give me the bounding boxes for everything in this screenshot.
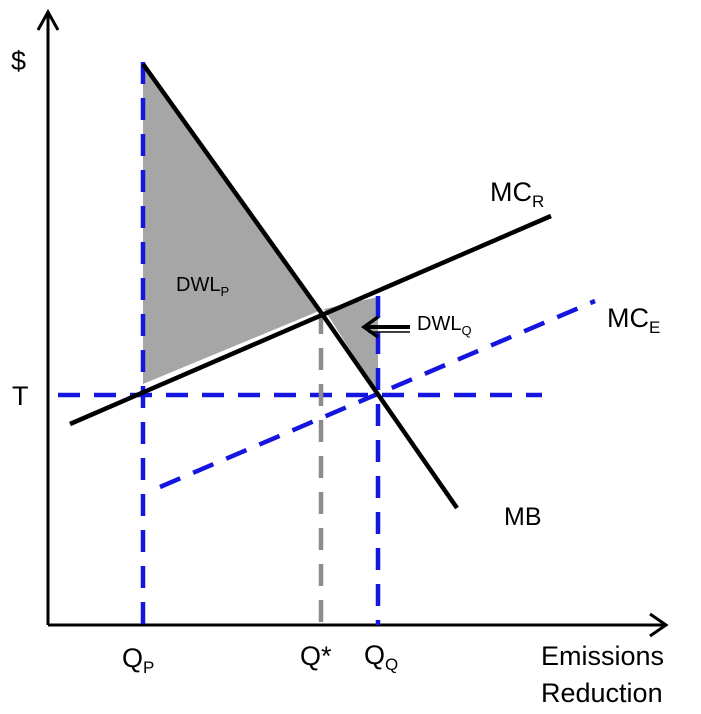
- mc-r-label: MCR: [490, 177, 544, 211]
- x-axis-label-line2: Reduction: [541, 678, 663, 708]
- dwl-q-area: [324, 297, 378, 394]
- y-axis-label: $: [11, 46, 26, 76]
- q-q-label: QQ: [364, 640, 398, 674]
- mb-label: MB: [504, 503, 542, 531]
- x-axis-label-line1: Emissions: [541, 641, 664, 671]
- y-axis-arrow: [36, 8, 60, 31]
- dwl-q-arrowhead: [360, 315, 380, 339]
- mc-e-label: MCE: [607, 303, 660, 337]
- mc-r-curve: [69, 213, 552, 427]
- q-p-label: QP: [122, 643, 154, 677]
- dwl-q-label: DWLQ: [417, 313, 472, 338]
- mb-curve: [141, 62, 459, 510]
- dwl-p-area: [143, 66, 319, 384]
- dwl-p-label: DWLP: [176, 274, 229, 299]
- tax-label: T: [12, 381, 29, 411]
- x-axis-arrow: [649, 612, 669, 638]
- q-star-label: Q*: [300, 641, 332, 671]
